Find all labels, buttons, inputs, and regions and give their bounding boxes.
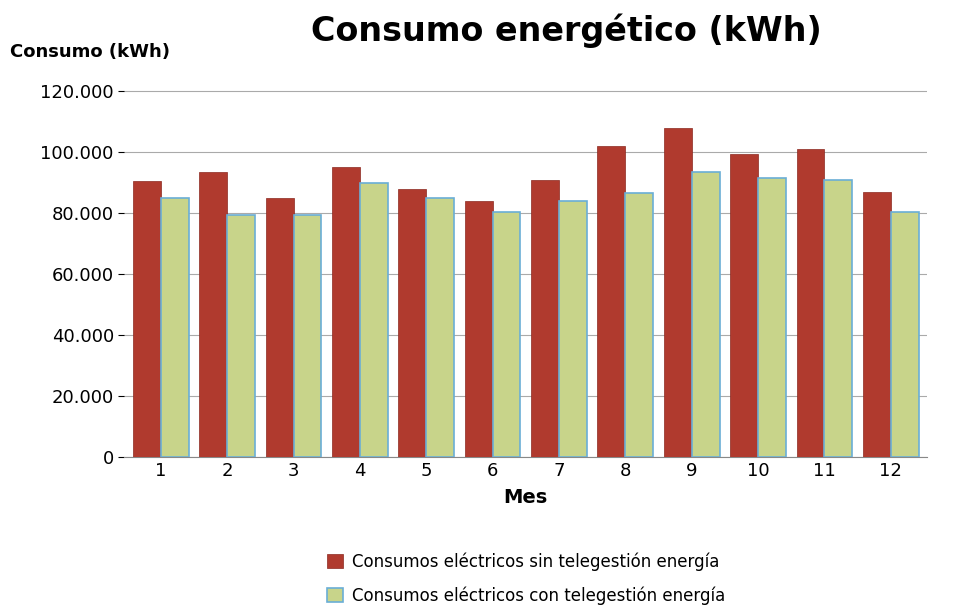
Bar (598, 146, 625, 457)
Bar (663, 128, 692, 457)
Bar (199, 172, 228, 457)
Bar (359, 183, 388, 457)
Bar (293, 215, 321, 457)
Bar (266, 198, 293, 457)
Bar (796, 149, 824, 457)
X-axis label: Mes: Mes (504, 488, 548, 507)
Bar (863, 192, 891, 457)
Bar (625, 194, 653, 457)
Bar (758, 178, 786, 457)
Bar (692, 172, 720, 457)
Legend: Consumos eléctricos sin telegestión energía, Consumos eléctricos con telegestión: Consumos eléctricos sin telegestión ener… (318, 544, 733, 609)
Bar (492, 212, 520, 457)
Bar (824, 180, 853, 457)
Bar (426, 198, 454, 457)
Text: Consumo (kWh): Consumo (kWh) (10, 43, 169, 61)
Bar (730, 153, 758, 457)
Bar (228, 215, 255, 457)
Title: Consumo energético (kWh): Consumo energético (kWh) (311, 14, 821, 49)
Bar (559, 201, 587, 457)
Bar (399, 189, 426, 457)
Bar (891, 212, 919, 457)
Bar (532, 180, 559, 457)
Bar (161, 198, 188, 457)
Bar (133, 181, 161, 457)
Bar (332, 167, 359, 457)
Bar (465, 201, 492, 457)
